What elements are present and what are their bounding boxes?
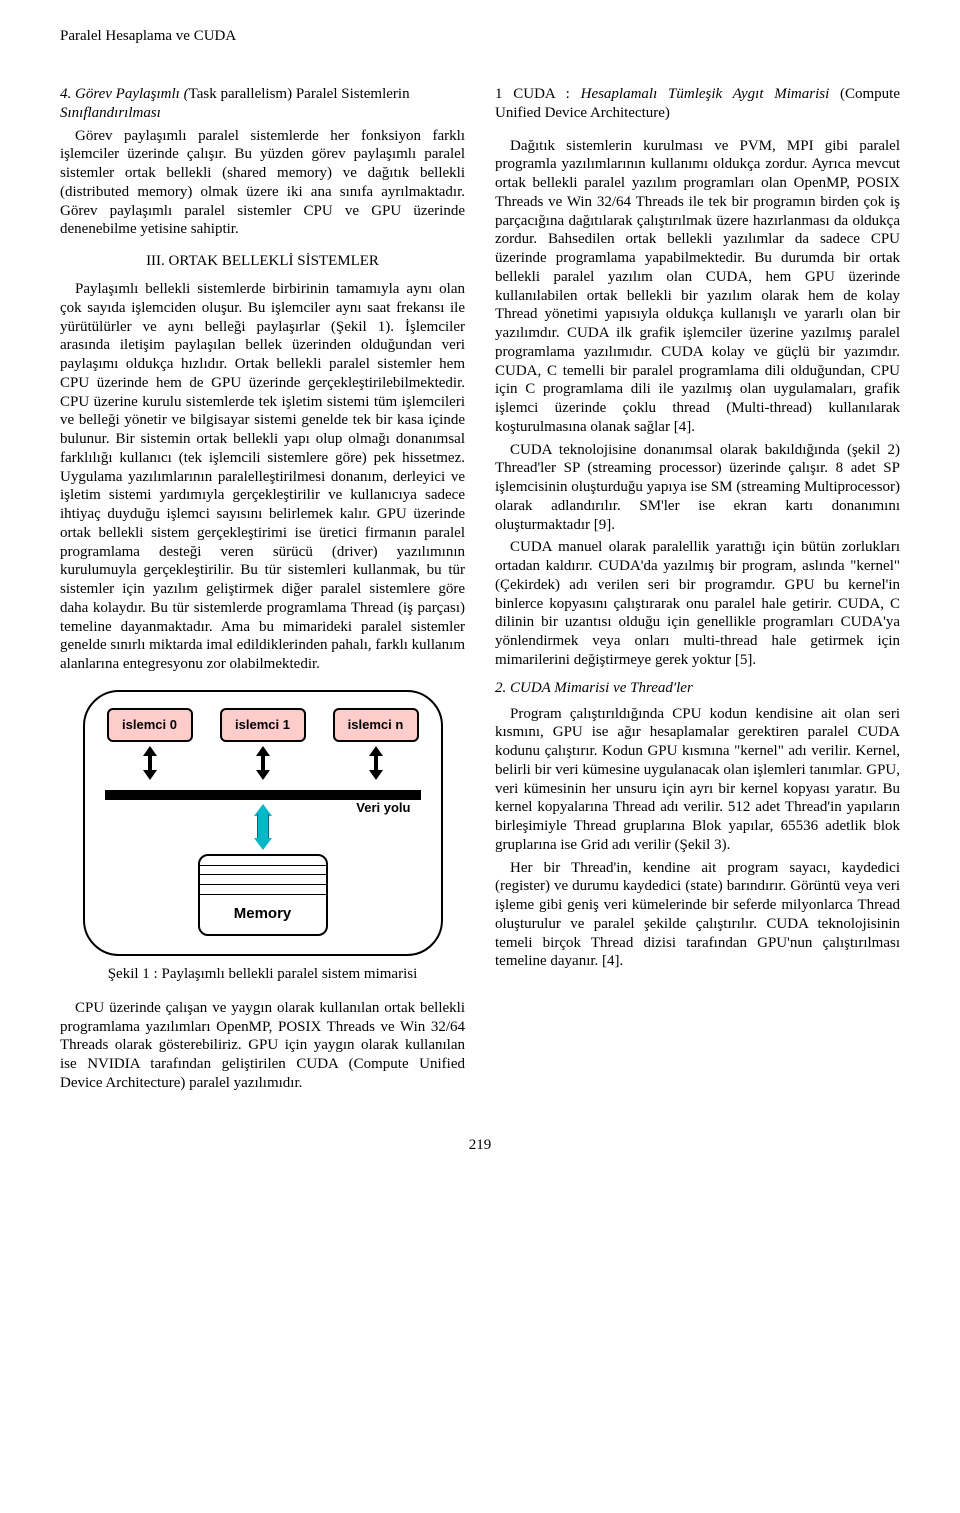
figure-1-cpu-box-1: islemci 1 bbox=[220, 708, 306, 742]
figure-1-bus-bar bbox=[105, 790, 421, 800]
section-4-title-plain: Task parallelism) Paralel Sistemlerin bbox=[189, 86, 410, 102]
figure-1-memory-lines bbox=[200, 856, 326, 895]
cuda-section-title-plain: 1 CUDA : bbox=[495, 86, 581, 102]
figure-1: islemci 0 islemci 1 islemci n Veri yolu bbox=[83, 690, 443, 956]
figure-1-cpu-row: islemci 0 islemci 1 islemci n bbox=[107, 708, 419, 742]
section-4-title-italic2: Sınıflandırılması bbox=[60, 105, 161, 121]
cuda-sub2-para-2: Her bir Thread'in, kendine ait program s… bbox=[495, 859, 900, 972]
figure-1-cpu-box-0: islemci 0 bbox=[107, 708, 193, 742]
figure-1-cpu-box-n: islemci n bbox=[333, 708, 419, 742]
figure-1-memory-label: Memory bbox=[200, 895, 326, 934]
figure-1-memory-box: Memory bbox=[198, 854, 328, 936]
arrow-icon bbox=[143, 746, 157, 780]
cuda-para-3: CUDA manuel olarak paralellik yarattığı … bbox=[495, 538, 900, 669]
right-column: 1 CUDA : Hesaplamalı Tümleşik Aygıt Mima… bbox=[495, 85, 900, 1097]
section-iii-paragraph: Paylaşımlı bellekli sistemlerde birbirin… bbox=[60, 280, 465, 674]
cuda-para-2: CUDA teknolojisine donanımsal olarak bak… bbox=[495, 441, 900, 535]
section-4-title: 4. Görev Paylaşımlı (Task parallelism) P… bbox=[60, 85, 465, 123]
cuda-section-title: 1 CUDA : Hesaplamalı Tümleşik Aygıt Mima… bbox=[495, 85, 900, 123]
figure-1-mid-arrow-row bbox=[107, 800, 419, 854]
running-header: Paralel Hesaplama ve CUDA bbox=[60, 28, 900, 45]
cuda-section-title-italic: Hesaplamalı Tümleşik Aygıt Mimarisi bbox=[581, 86, 830, 102]
arrow-icon bbox=[369, 746, 383, 780]
figure-1-caption: Şekil 1 : Paylaşımlı bellekli paralel si… bbox=[60, 966, 465, 983]
section-4-paragraph: Görev paylaşımlı paralel sistemlerde her… bbox=[60, 127, 465, 240]
arrow-icon bbox=[256, 746, 270, 780]
page: Paralel Hesaplama ve CUDA 4. Görev Payla… bbox=[0, 0, 960, 1194]
left-column: 4. Görev Paylaşımlı (Task parallelism) P… bbox=[60, 85, 465, 1097]
cuda-sub2-para-1: Program çalıştırıldığında CPU kodun kend… bbox=[495, 705, 900, 855]
figure-1-enclosure: islemci 0 islemci 1 islemci n Veri yolu bbox=[83, 690, 443, 956]
cuda-para-1: Dağıtık sistemlerin kurulması ve PVM, MP… bbox=[495, 137, 900, 437]
section-iii-heading: III. ORTAK BELLEKLİ SİSTEMLER bbox=[60, 253, 465, 270]
figure-1-arrow-row bbox=[107, 744, 419, 790]
section-4-title-italic1: 4. Görev Paylaşımlı ( bbox=[60, 86, 189, 102]
cuda-subsection-2-title: 2. CUDA Mimarisi ve Thread'ler bbox=[495, 680, 900, 697]
page-number: 219 bbox=[60, 1137, 900, 1154]
arrow-icon bbox=[254, 804, 272, 850]
left-after-fig-paragraph: CPU üzerinde çalışan ve yaygın olarak ku… bbox=[60, 999, 465, 1093]
two-column-layout: 4. Görev Paylaşımlı (Task parallelism) P… bbox=[60, 85, 900, 1097]
